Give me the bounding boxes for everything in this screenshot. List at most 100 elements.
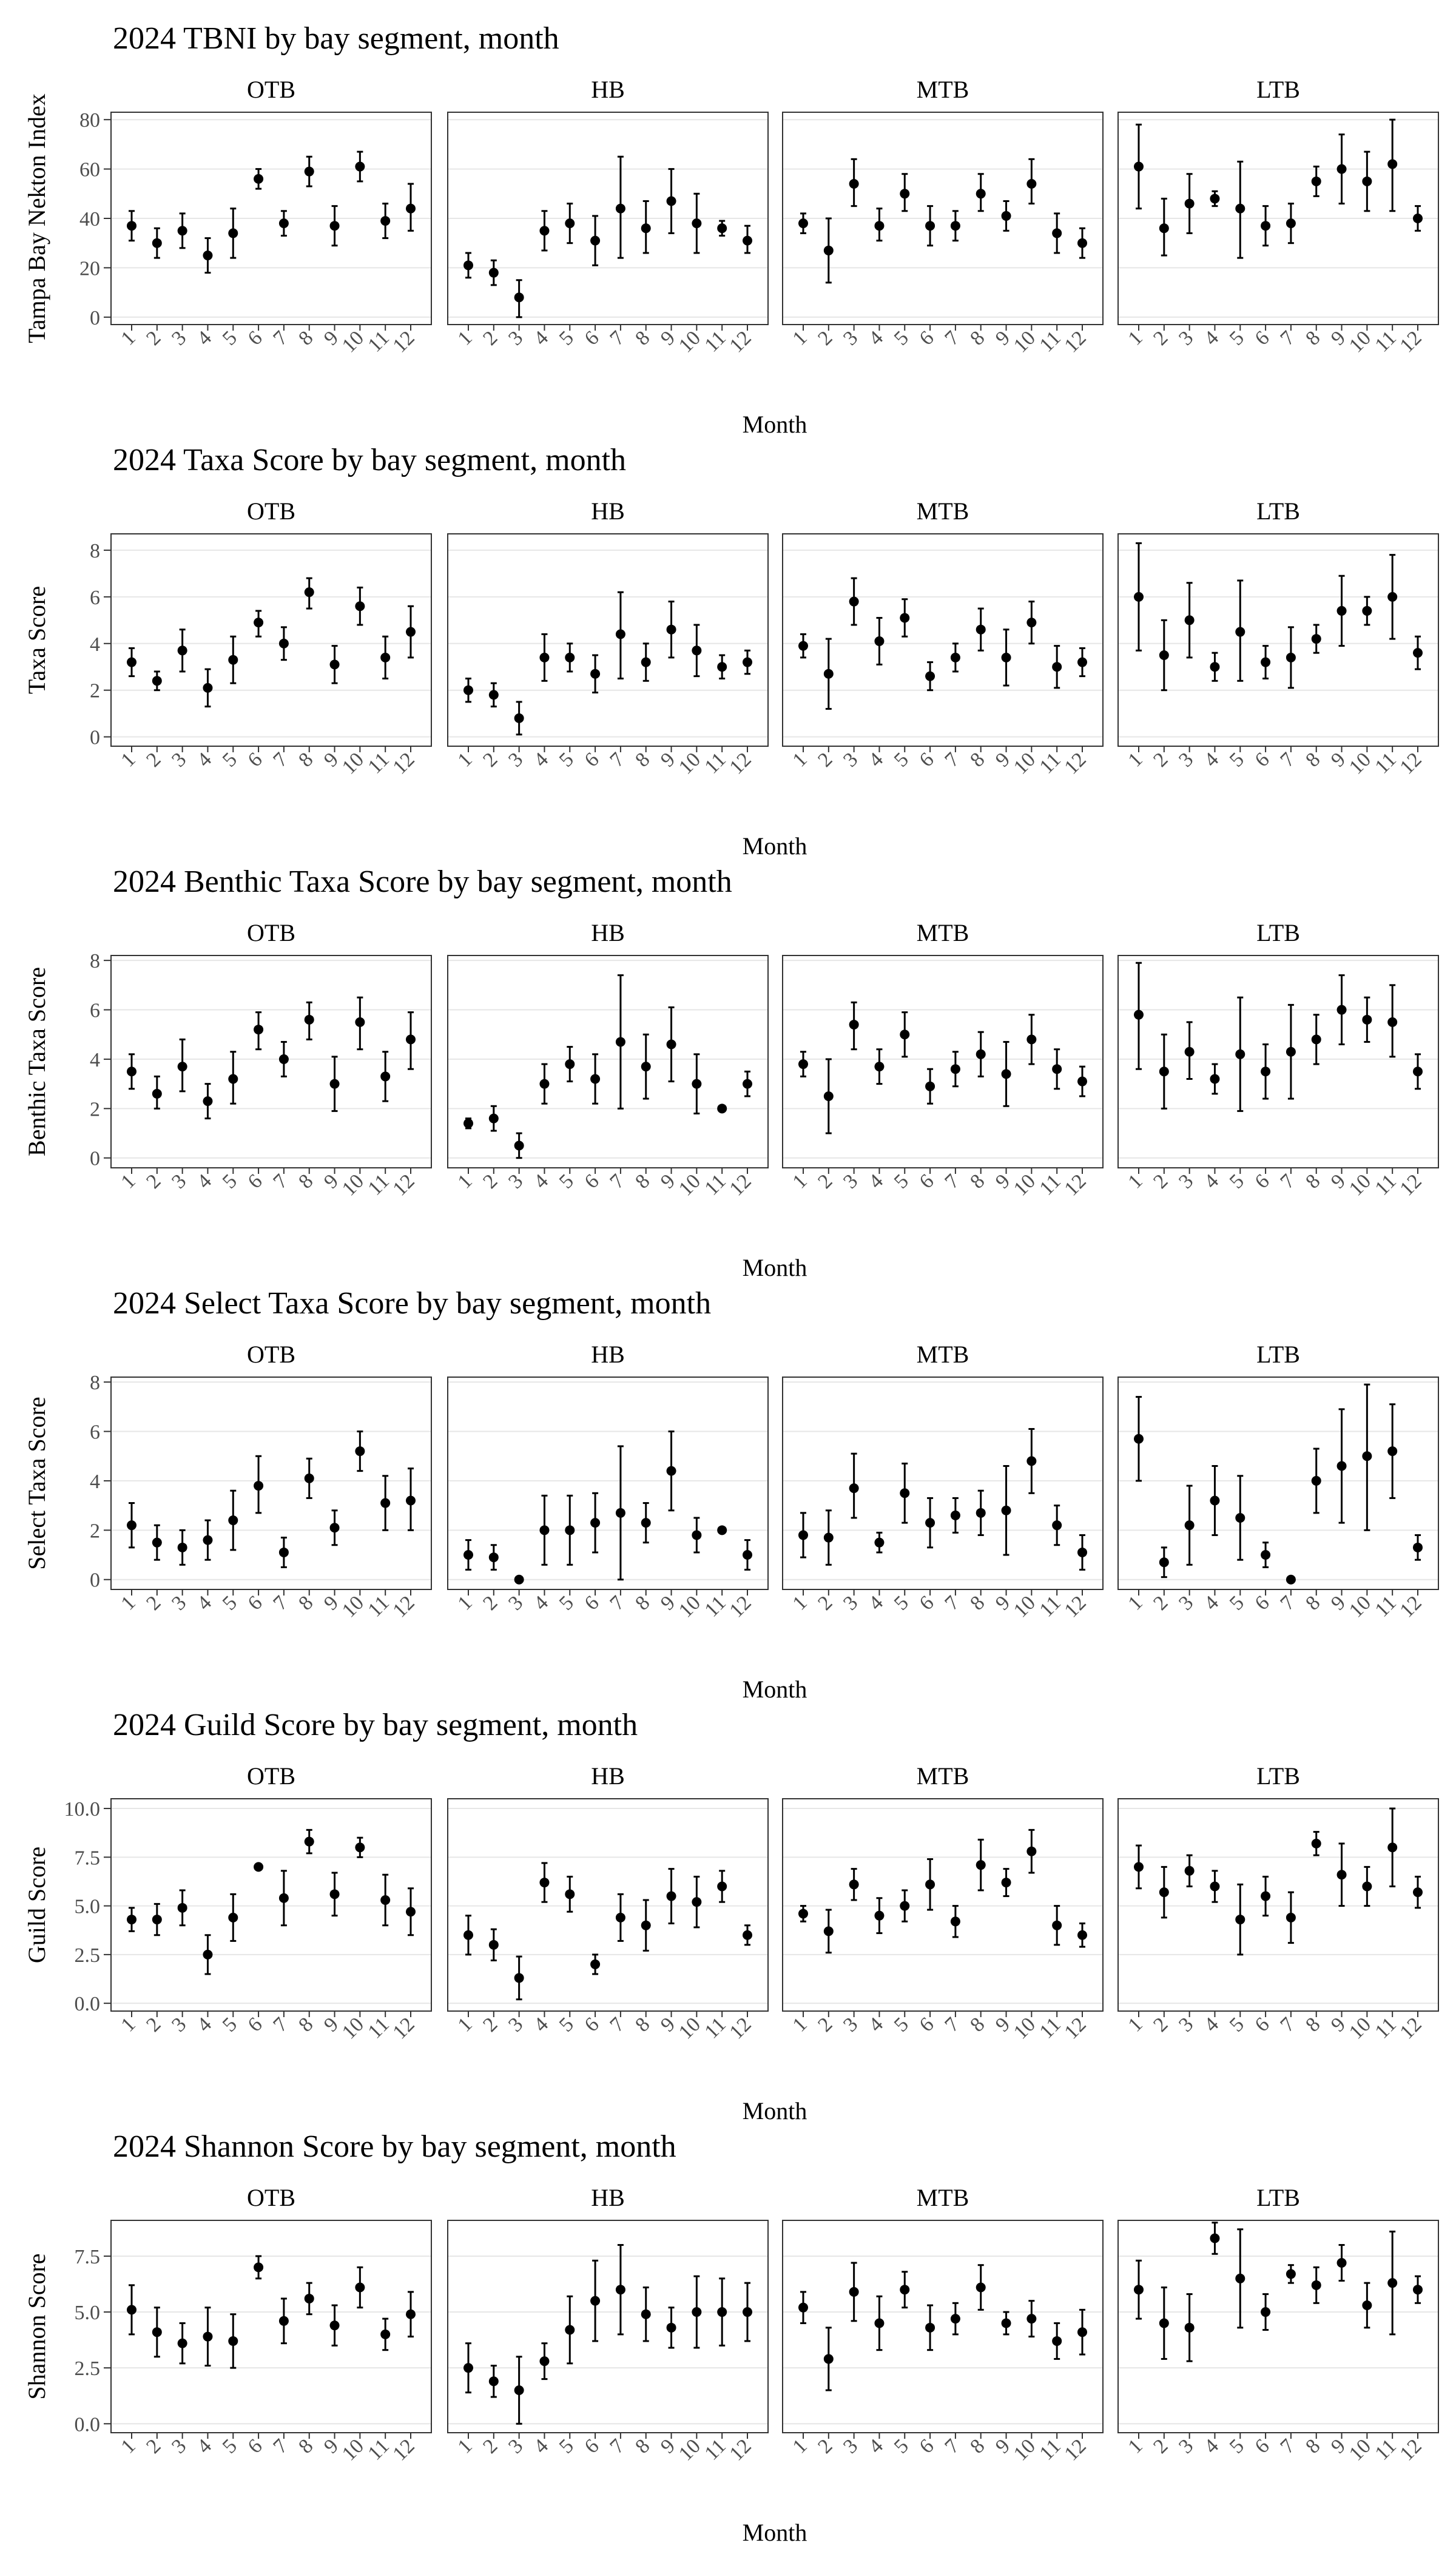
x-tick-label: 3 — [1175, 748, 1198, 771]
x-tick-label: 7 — [605, 1591, 629, 1614]
x-tick-label: 8 — [294, 1170, 317, 1193]
x-tick-label: 10 — [1009, 748, 1040, 778]
y-tick-label: 2.5 — [75, 1944, 101, 1967]
data-point — [900, 613, 910, 623]
data-point — [692, 218, 702, 229]
x-tick-label: 10 — [1009, 2435, 1040, 2465]
x-tick-label: 6 — [1251, 748, 1274, 771]
x-tick-label: 2 — [142, 2435, 165, 2458]
x-tick-label: 8 — [966, 2013, 989, 2036]
data-point — [1336, 2258, 1347, 2268]
x-tick-label: 7 — [605, 748, 629, 771]
data-point — [615, 2285, 625, 2295]
x-tick-label: 1 — [116, 2013, 140, 2036]
data-point — [823, 1926, 834, 1936]
x-tick-label: 8 — [1301, 2435, 1324, 2458]
x-tick-label: 3 — [839, 326, 862, 349]
data-point — [463, 260, 473, 271]
data-point — [1336, 164, 1347, 174]
chart-title: 2024 Guild Score by bay segment, month — [113, 1708, 638, 1742]
data-point — [874, 2318, 885, 2328]
x-tick-label: 1 — [788, 748, 811, 771]
data-point — [1387, 1842, 1398, 1853]
data-point — [228, 1074, 238, 1084]
data-point — [1001, 2318, 1011, 2328]
x-tick-label: 8 — [294, 1591, 317, 1614]
data-point — [1077, 2327, 1087, 2337]
data-point — [641, 657, 651, 667]
data-point — [127, 1067, 136, 1077]
data-point — [278, 1893, 289, 1903]
data-point — [666, 1891, 676, 1901]
chart-1: 2024 TBNI by bay segment, month Tampa Bay… — [23, 21, 1439, 438]
x-tick-label: 12 — [1060, 748, 1090, 778]
data-point — [203, 682, 213, 693]
panel-frame — [447, 1377, 769, 1590]
panel-frame — [782, 1377, 1104, 1590]
x-tick-label: 12 — [1060, 2435, 1090, 2465]
x-tick-label: 12 — [388, 1170, 419, 1200]
data-point — [976, 1860, 986, 1870]
x-tick-label: 6 — [581, 1591, 604, 1614]
data-point — [304, 2293, 314, 2303]
x-tick-label: 1 — [788, 1591, 811, 1614]
x-tick-label: 12 — [1060, 326, 1090, 357]
data-point — [692, 645, 702, 656]
panel-frame — [447, 1798, 769, 2012]
data-point — [203, 1535, 213, 1545]
data-point — [1387, 591, 1398, 602]
y-tick-label: 4 — [90, 1049, 100, 1071]
data-point — [1184, 615, 1195, 625]
x-tick-label: 1 — [453, 2435, 476, 2458]
data-point — [717, 662, 727, 672]
x-tick-label: 10 — [675, 2435, 705, 2465]
x-tick-label: 5 — [218, 2013, 241, 2036]
data-point — [1210, 194, 1220, 204]
data-point — [874, 221, 885, 231]
data-point — [1286, 652, 1296, 662]
data-point — [641, 1062, 651, 1072]
panel-frame — [1117, 1377, 1439, 1590]
data-point — [514, 713, 524, 723]
data-point — [1026, 618, 1037, 628]
y-tick-label: 5.0 — [75, 2302, 101, 2324]
facet-label: OTB — [247, 1762, 295, 1790]
data-point — [1134, 161, 1144, 172]
x-tick-label: 7 — [269, 326, 292, 349]
x-tick-label: 5 — [890, 326, 913, 349]
x-tick-label: 8 — [966, 1591, 989, 1614]
y-tick-label: 2 — [90, 1520, 100, 1542]
x-tick-label: 2 — [479, 2435, 502, 2458]
x-tick-label: 2 — [814, 2013, 837, 2036]
x-tick-label: 9 — [656, 1591, 679, 1614]
data-point — [177, 226, 187, 236]
data-point — [666, 1466, 676, 1476]
x-tick-label: 9 — [1327, 1591, 1350, 1614]
x-tick-label: 12 — [725, 1170, 755, 1200]
facet-label: HB — [591, 919, 625, 946]
data-point — [1413, 214, 1423, 223]
data-point — [463, 1550, 473, 1560]
x-tick-label: 1 — [1124, 748, 1147, 771]
data-point — [823, 1532, 834, 1543]
data-point — [228, 1515, 238, 1526]
data-point — [565, 1059, 575, 1070]
data-point — [1235, 627, 1245, 637]
x-axis-label: Month — [743, 1254, 807, 1281]
x-tick-label: 5 — [1225, 2435, 1249, 2458]
x-tick-label: 3 — [1175, 1170, 1198, 1193]
data-point — [925, 671, 935, 681]
x-tick-label: 4 — [193, 1170, 216, 1193]
data-point — [692, 2307, 702, 2317]
data-point — [406, 1907, 416, 1917]
data-point — [1001, 1878, 1011, 1888]
panel-frame — [110, 955, 432, 1168]
y-tick-label: 2 — [90, 680, 100, 703]
x-tick-label: 1 — [116, 1591, 140, 1614]
panel-frame — [782, 112, 1104, 325]
data-point — [900, 1029, 910, 1040]
data-point — [488, 268, 499, 278]
data-point — [355, 161, 365, 172]
